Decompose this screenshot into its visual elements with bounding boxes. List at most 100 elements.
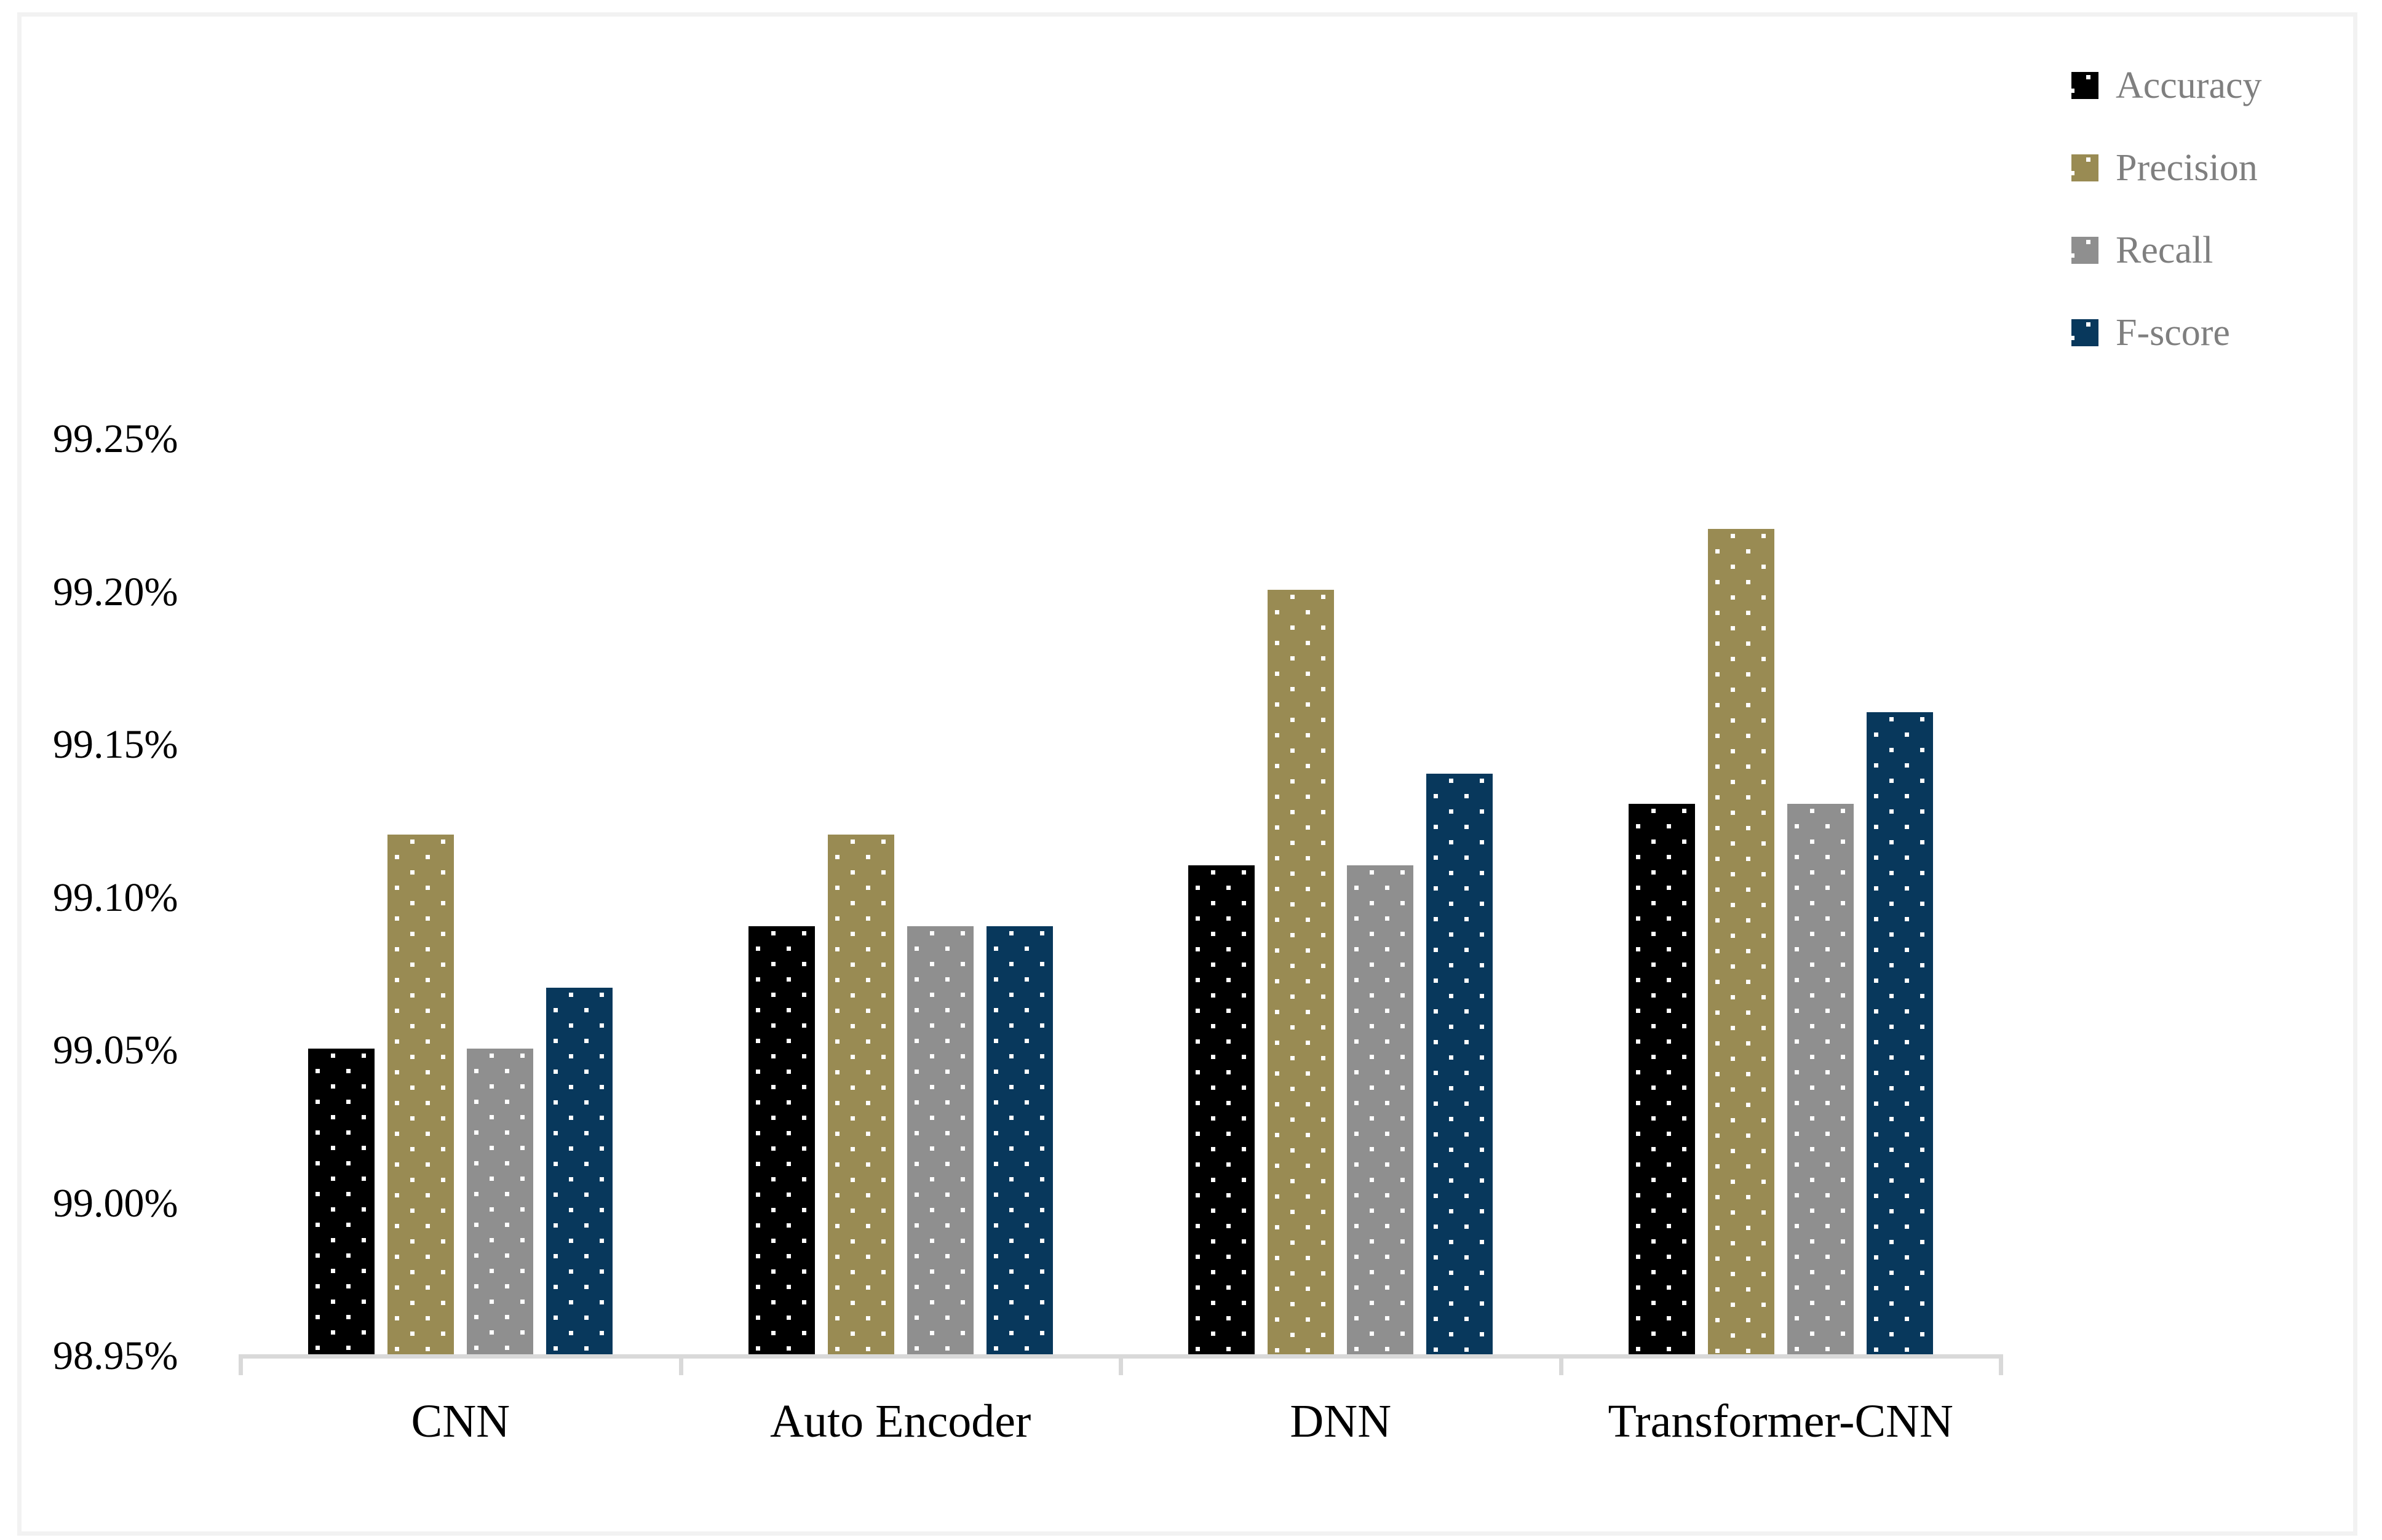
bar-pattern-dot <box>1370 870 1374 875</box>
bar-pattern-dot <box>1480 779 1484 783</box>
bar-pattern-dot <box>1682 963 1686 967</box>
bar-pattern-dot <box>1226 1193 1231 1197</box>
bar-pattern-dot <box>520 1146 525 1150</box>
bar-pattern-dot <box>1354 916 1359 921</box>
bar-pattern-dot <box>1651 1332 1656 1336</box>
bar-pattern-dot <box>961 1269 965 1274</box>
bar-pattern-dot <box>1905 1317 1909 1321</box>
bar-pattern-dot <box>426 1162 430 1167</box>
bar-pattern-dot <box>1841 1055 1845 1059</box>
bar-pattern-dot <box>787 1131 791 1135</box>
bar-pattern-dot <box>1480 1271 1484 1275</box>
bar-pattern-dot <box>1009 1208 1014 1212</box>
bar-pattern-dot <box>915 947 919 951</box>
bar-pattern-dot <box>395 1285 399 1290</box>
bar-pattern-dot <box>1196 1347 1200 1351</box>
bar-pattern-dot <box>881 870 886 875</box>
bar-pattern-dot <box>1920 1117 1924 1121</box>
bar-pattern-dot <box>1464 1194 1469 1198</box>
bar-pattern-dot <box>1825 978 1830 982</box>
bar-pattern-dot <box>1825 1132 1830 1136</box>
bar-pattern-dot <box>1761 565 1766 569</box>
bar-pattern-dot <box>1889 1240 1894 1244</box>
bar-pattern-dot <box>851 1239 855 1244</box>
bar-pattern-dot <box>441 1178 445 1182</box>
bar-pattern-dot <box>1464 948 1469 952</box>
bar-pattern-dot <box>1715 734 1720 738</box>
bar-pattern-dot <box>1905 1071 1909 1075</box>
bar-pattern-dot <box>994 1223 998 1228</box>
bar-pattern-dot <box>1025 1316 1029 1320</box>
legend-swatch-f-score-icon <box>2071 319 2098 346</box>
bar-pattern-dot <box>1905 1163 1909 1167</box>
bar-pattern-dot <box>1321 1333 1325 1337</box>
bar-pattern-dot <box>1761 903 1766 907</box>
legend-swatch-recall-icon <box>2071 237 2098 264</box>
bar-pattern-dot <box>520 1084 525 1089</box>
bar-pattern-dot <box>1242 1209 1246 1213</box>
bar-pattern-dot <box>1196 1224 1200 1228</box>
bar-pattern-dot <box>1874 794 1878 798</box>
x-category-label-auto-encoder: Auto Encoder <box>770 1395 1031 1447</box>
legend-label-recall: Recall <box>2116 229 2213 271</box>
bar-pattern-dot <box>1761 811 1766 815</box>
bar-pattern-dot <box>945 1162 950 1166</box>
bar-pattern-dot <box>1761 1149 1766 1153</box>
bar-pattern-dot <box>1667 1132 1671 1136</box>
bar-pattern-dot <box>426 1347 430 1351</box>
bar-pattern-dot <box>771 993 776 997</box>
bar-pattern-dot <box>1211 963 1215 967</box>
bar-pattern-dot <box>1385 886 1389 890</box>
bar-pattern-dot <box>1226 1132 1231 1136</box>
bar-pattern-dot <box>1761 718 1766 723</box>
bar-pattern-dot <box>1040 1085 1044 1089</box>
bar-pattern-dot <box>1306 948 1310 953</box>
bar-pattern-dot <box>426 1070 430 1074</box>
bar-pattern-dot <box>1746 1103 1750 1107</box>
bar-pattern-dot <box>1306 1287 1310 1291</box>
bar-pattern-dot <box>835 1009 840 1013</box>
bar-pattern-dot <box>1040 1177 1044 1181</box>
bar-pattern-dot <box>1434 1009 1438 1014</box>
bar-pattern-dot <box>802 931 806 935</box>
bar-pattern-dot <box>1810 870 1814 875</box>
bar-pattern-dot <box>1746 1133 1750 1138</box>
bar-pattern-dot <box>1651 1239 1656 1244</box>
bar-pattern-dot <box>1761 964 1766 969</box>
bar-pattern-dot <box>1464 1348 1469 1352</box>
bar-pattern-dot <box>1715 549 1720 554</box>
bar-pattern-dot <box>1636 824 1640 828</box>
bar-pattern-dot <box>1434 1040 1438 1044</box>
bar-pattern-dot <box>410 901 415 905</box>
bar-pattern-dot <box>866 1316 870 1320</box>
bar-pattern-dot <box>1731 1180 1735 1184</box>
bar-pattern-dot <box>1731 1057 1735 1061</box>
bar-pattern-dot <box>505 1192 509 1196</box>
bar-pattern-dot <box>1449 840 1453 844</box>
bar-pattern-dot <box>1434 917 1438 921</box>
bar-pattern-dot <box>881 963 886 967</box>
bar-pattern-dot <box>994 977 998 982</box>
bar-pattern-dot <box>1275 610 1279 614</box>
bar-pattern-dot <box>1731 1149 1735 1153</box>
bar-pattern-dot <box>584 1193 589 1197</box>
bar-pattern-dot <box>1480 994 1484 998</box>
bar-pattern-dot <box>346 1284 351 1288</box>
bar-pattern-dot <box>554 1070 558 1074</box>
bar-pattern-dot <box>1321 1056 1325 1060</box>
bar-pattern-dot <box>1651 963 1656 967</box>
bar-pattern-dot <box>787 1285 791 1289</box>
bar-pattern-dot <box>1889 902 1894 906</box>
bar-pattern-dot <box>1226 1285 1231 1290</box>
bar-pattern-dot <box>1810 1301 1814 1305</box>
bar-pattern-dot <box>1920 809 1924 814</box>
bar-pattern-dot <box>569 1146 573 1151</box>
bar-pattern-dot <box>915 1285 919 1289</box>
bar-pattern-dot <box>1715 1195 1720 1199</box>
bar-pattern-dot <box>881 1055 886 1059</box>
bar-pattern-dot <box>1196 1193 1200 1197</box>
bar-pattern-dot <box>756 1193 760 1197</box>
bar-pattern-dot <box>756 1039 760 1043</box>
bar-pattern-dot <box>945 1193 950 1197</box>
bar-pattern-dot <box>441 1270 445 1274</box>
